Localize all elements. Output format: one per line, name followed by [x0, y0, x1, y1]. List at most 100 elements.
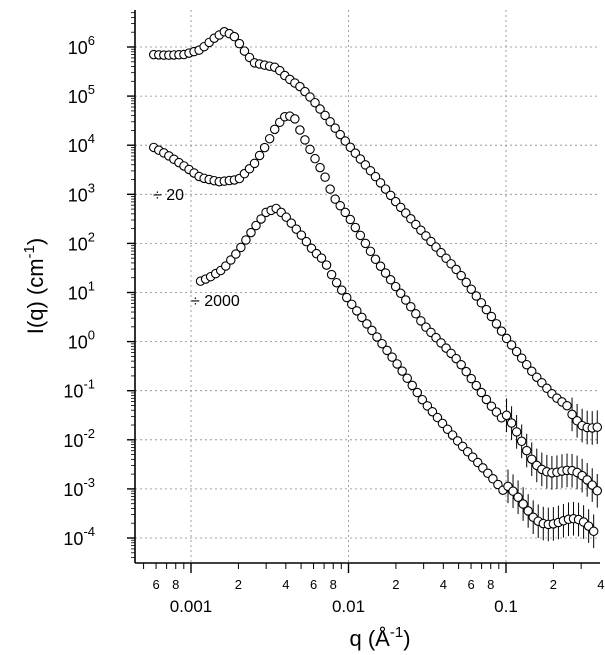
data-point: [325, 184, 335, 194]
data-point: [345, 142, 356, 153]
data-point: [451, 353, 461, 364]
x-minor-tick-label: 8: [330, 577, 337, 592]
data-point: [432, 412, 443, 423]
data-point: [416, 316, 426, 326]
y-axis-title: I(q) (cm-1): [21, 238, 48, 334]
data-point: [310, 97, 320, 108]
data-point: [481, 304, 492, 315]
data-point: [491, 319, 502, 329]
data-point: [305, 144, 315, 155]
data-point: [385, 275, 396, 285]
data-point: [412, 387, 423, 398]
y-tick-label: 10-4: [63, 524, 95, 549]
data-point: [501, 333, 512, 344]
x-minor-tick-label: 4: [282, 577, 289, 592]
y-axis-title-base: I(q) (cm: [23, 258, 48, 334]
data-point: [259, 142, 270, 153]
data-point: [523, 506, 533, 516]
data-point: [336, 285, 347, 295]
data-point: [347, 299, 357, 310]
data-point: [315, 162, 325, 173]
data-point: [466, 373, 477, 384]
data-point: [496, 326, 507, 336]
data-point: [516, 353, 527, 363]
data-point: [281, 212, 291, 222]
data-point: [382, 345, 392, 356]
data-point: [256, 214, 266, 224]
data-point: [246, 227, 256, 238]
y-tick-label: 10-2: [63, 426, 95, 451]
data-point: [296, 230, 307, 240]
data-point: [521, 359, 532, 370]
data-point: [295, 125, 305, 135]
data-point: [476, 298, 487, 308]
data-point: [375, 178, 386, 188]
data-point: [301, 236, 312, 247]
data-point: [229, 31, 240, 42]
data-point: [326, 269, 337, 280]
y-tick-label: 106: [68, 33, 95, 58]
annotation-div20: ÷ 20: [153, 187, 184, 204]
data-point: [511, 346, 522, 357]
y-tick-label: 102: [68, 229, 95, 254]
data-point: [518, 499, 528, 509]
y-tick-label: 103: [68, 180, 95, 205]
data-point: [513, 492, 523, 502]
data-point: [365, 246, 376, 257]
data-point: [392, 359, 402, 369]
data-point: [352, 306, 362, 316]
data-point: [264, 133, 275, 144]
x-tick-label: 0.1: [494, 597, 518, 616]
data-point: [437, 418, 448, 429]
data-point: [310, 153, 320, 164]
data-point: [481, 394, 492, 405]
data-point: [456, 359, 466, 370]
data-point: [241, 235, 251, 245]
data-point: [466, 284, 477, 294]
data-point: [592, 422, 603, 432]
data-point: [286, 218, 297, 228]
data-point: [380, 184, 391, 194]
tick-labels: 0.001 0.01 0.16 8 2 4 6 8 2 4 6 8 2 41061051041031021…: [63, 33, 604, 616]
data-point: [234, 38, 245, 49]
data-point: [526, 454, 537, 464]
x-minor-tick-label: 2: [235, 577, 242, 592]
data-point: [300, 135, 310, 145]
data-point: [406, 302, 416, 312]
data-point: [526, 366, 537, 377]
data-point: [402, 373, 412, 384]
data-point: [395, 288, 406, 299]
data-point: [508, 486, 518, 496]
data-point: [221, 261, 231, 271]
x-axis-title-base: q (Å: [349, 626, 390, 651]
data-point: [330, 194, 340, 204]
data-point: [387, 352, 397, 362]
data-point: [456, 270, 466, 281]
data-point: [370, 254, 381, 265]
grid: [135, 10, 600, 563]
data-point: [325, 117, 335, 127]
y-tick-label: 10-3: [63, 475, 95, 500]
x-minor-tick-label: 2: [550, 577, 557, 592]
data-point: [360, 238, 371, 249]
x-minor-tick-label: 6: [467, 577, 474, 592]
data-point: [355, 230, 366, 241]
x-minor-tick-label: 2: [392, 577, 399, 592]
data-point: [239, 46, 250, 56]
data-point: [451, 264, 461, 275]
data-point: [447, 430, 458, 440]
data-point: [375, 261, 386, 271]
data-point: [592, 486, 603, 496]
data-point: [372, 332, 382, 342]
y-tick-label: 10-1: [63, 377, 95, 402]
data-point: [506, 418, 517, 428]
data-point: [330, 123, 340, 133]
y-tick-label: 105: [68, 82, 95, 107]
data-point: [506, 340, 517, 350]
data-point: [461, 277, 471, 288]
x-axis-title-sup: -1: [390, 624, 403, 641]
data-point: [249, 158, 260, 169]
x-minor-tick-label: 4: [597, 577, 604, 592]
data-point: [231, 249, 241, 259]
